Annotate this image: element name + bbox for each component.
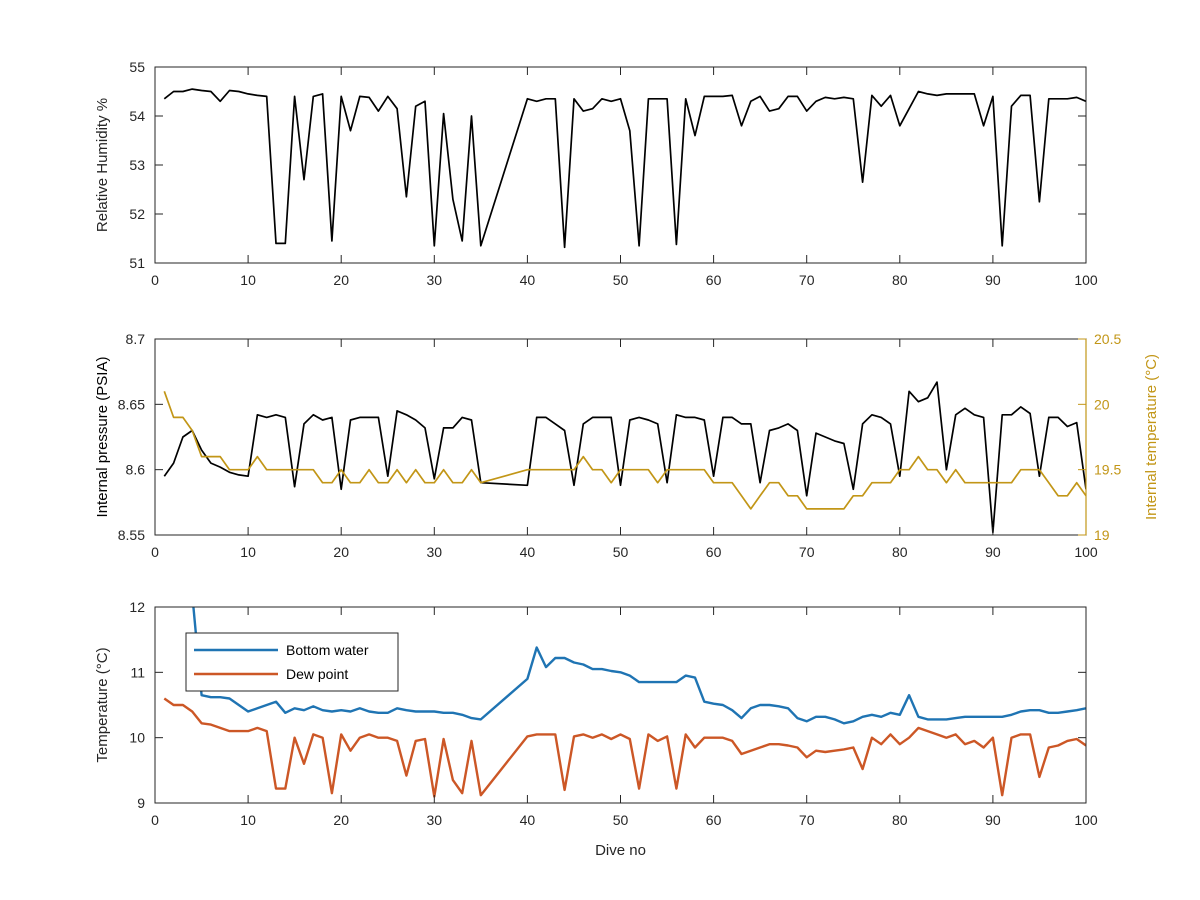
plots-layer: 0 10 20 30 40 50 60 70 80 90 1005152535455Relative… xyxy=(94,59,1160,859)
x-tick-label: 90 xyxy=(985,272,1001,288)
x-tick-label: 40 xyxy=(520,272,536,288)
y-tick-label: 12 xyxy=(129,599,145,615)
y2-tick-label: 19.5 xyxy=(1094,462,1121,478)
panel-2: 0 10 20 30 40 50 60 70 80 90 100 8.55 8.6 8.65 8.7 19 19… xyxy=(94,331,1160,560)
y-tick-label: 54 xyxy=(129,108,145,124)
panel-1: 0 10 20 30 40 50 60 70 80 90 100 51 52 53 54 55 Relative… xyxy=(94,59,1098,288)
pressure-line xyxy=(163,381,1086,534)
x-tick-label: 0 xyxy=(151,544,159,560)
x-tick-label: 20 xyxy=(333,812,349,828)
legend: Bottom water Dew point xyxy=(185,632,399,692)
humidity-line xyxy=(163,88,1086,249)
legend-entry: Dew point xyxy=(286,666,348,682)
y-tick-label: 8.65 xyxy=(118,396,145,412)
legend-entry: Bottom water xyxy=(286,642,369,658)
y-tick-label: 10 xyxy=(129,730,145,746)
y2-tick-label: 20 xyxy=(1094,396,1110,412)
y-tick-label: 9 xyxy=(137,795,145,811)
x-tick-label: 50 xyxy=(613,272,629,288)
x-tick-label: 90 xyxy=(985,544,1001,560)
x-tick-label: 50 xyxy=(613,812,629,828)
y-tick-label: 51 xyxy=(129,255,145,271)
x-tick-label: 30 xyxy=(427,812,443,828)
y2-axis-title: Internal temperature (°C) xyxy=(1143,354,1160,520)
x-tick-label: 100 xyxy=(1074,812,1098,828)
internal-temperature-line xyxy=(163,391,1086,510)
y2-tick-label: 19 xyxy=(1094,527,1110,543)
y-axis-title: Relative Humidity % xyxy=(94,98,111,232)
x-tick-label: 30 xyxy=(427,544,443,560)
legend-box xyxy=(185,632,399,692)
y-tick-label: 52 xyxy=(129,206,145,222)
x-tick-label: 60 xyxy=(706,272,722,288)
x-tick-label: 80 xyxy=(892,544,908,560)
y-tick-label: 8.6 xyxy=(126,462,146,478)
x-tick-label: 10 xyxy=(240,812,256,828)
dew-point-line xyxy=(163,697,1086,798)
x-tick-label: 40 xyxy=(520,812,536,828)
axes-frame xyxy=(154,338,1087,536)
x-tick-label: 0 xyxy=(151,812,159,828)
x-tick-label: 80 xyxy=(892,272,908,288)
x-tick-label: 50 xyxy=(613,544,629,560)
x-tick-label: 70 xyxy=(799,812,815,828)
x-tick-label: 10 xyxy=(240,272,256,288)
x-tick-label: 90 xyxy=(985,812,1001,828)
x-tick-label: 100 xyxy=(1074,544,1098,560)
bottom-water-line xyxy=(192,607,1086,725)
panel-3: 0 10 20 30 40 50 60 70 80 90 100 9 10 11 12 Temperature… xyxy=(94,599,1098,859)
x-tick-label: 80 xyxy=(892,812,908,828)
x-tick-label: 0 xyxy=(151,272,159,288)
y-tick-label: 53 xyxy=(129,157,145,173)
y-tick-label: 8.7 xyxy=(126,331,146,347)
x-tick-label: 100 xyxy=(1074,272,1098,288)
x-tick-label: 60 xyxy=(706,544,722,560)
y-tick-label: 55 xyxy=(129,59,145,75)
x-tick-label: 20 xyxy=(333,272,349,288)
x-tick-label: 70 xyxy=(799,544,815,560)
y-axis-title: Internal pressure (PSIA) xyxy=(94,357,111,518)
x-axis-title: Dive no xyxy=(595,842,646,859)
x-tick-label: 10 xyxy=(240,544,256,560)
x-tick-label: 30 xyxy=(427,272,443,288)
x-tick-label: 70 xyxy=(799,272,815,288)
y-tick-label: 8.55 xyxy=(118,527,145,543)
x-tick-label: 40 xyxy=(520,544,536,560)
y2-tick-label: 20.5 xyxy=(1094,331,1121,347)
x-tick-label: 60 xyxy=(706,812,722,828)
x-tick-label: 20 xyxy=(333,544,349,560)
y-tick-label: 11 xyxy=(130,664,145,680)
y-axis-title: Temperature (°C) xyxy=(94,647,111,762)
